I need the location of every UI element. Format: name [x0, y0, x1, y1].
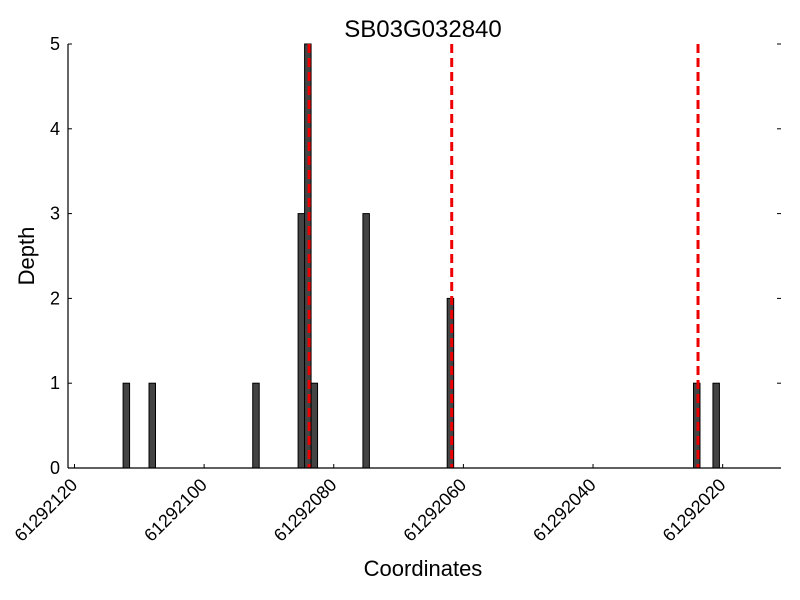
bar-9	[712, 382, 720, 469]
y-tick-label-1: 1	[50, 373, 60, 393]
y-ticks: 0 1 2 3 4 5	[50, 34, 781, 478]
x-tick-label-1: 61292100	[140, 475, 211, 546]
bar-0	[122, 382, 131, 469]
y-tick-label-2: 2	[50, 288, 60, 308]
y-tick-label-5: 5	[50, 34, 60, 54]
y-tick-label-3: 3	[50, 204, 60, 224]
chart-title: SB03G032840	[344, 16, 501, 43]
bar-6	[362, 213, 370, 469]
x-axis-label: Coordinates	[364, 556, 483, 581]
y-tick-label-4: 4	[50, 119, 60, 139]
x-ticks: 61292120 61292100 61292080 61292060 61292040…	[11, 464, 730, 546]
vlines-layer	[307, 44, 700, 468]
x-tick-label-0: 61292120	[11, 475, 82, 546]
x-tick-label-3: 61292060	[399, 475, 470, 546]
bars-layer	[122, 43, 720, 469]
x-tick-label-2: 61292080	[270, 475, 341, 546]
bar-2	[252, 382, 260, 469]
x-tick-label-5: 61292020	[659, 475, 730, 546]
x-tick-label-4: 61292040	[529, 475, 600, 546]
bar-3	[297, 213, 306, 469]
bar-1	[148, 382, 157, 469]
y-axis-label: Depth	[14, 227, 39, 286]
y-tick-label-0: 0	[50, 458, 60, 478]
bar-5	[310, 382, 319, 469]
axes-layer	[67, 44, 781, 469]
